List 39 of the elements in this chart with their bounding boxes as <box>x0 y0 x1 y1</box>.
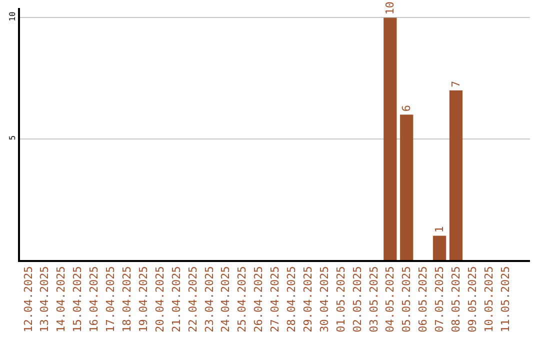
x-tick-label: 04.05.2025 <box>384 266 397 332</box>
x-tick-label: 01.05.2025 <box>334 266 348 332</box>
x-tick-label: 07.05.2025 <box>433 266 446 332</box>
bar <box>449 90 463 260</box>
bar <box>384 18 397 260</box>
x-tick-label: 02.05.2025 <box>350 266 364 332</box>
x-tick-label: 24.04.2025 <box>219 266 232 332</box>
x-tick-label: 08.05.2025 <box>450 266 463 332</box>
x-tick-label: 21.04.2025 <box>170 266 183 332</box>
x-tick-label: 17.04.2025 <box>104 266 118 332</box>
x-tick-label: 15.04.2025 <box>71 266 84 332</box>
x-tick-label: 12.04.2025 <box>22 266 35 332</box>
x-tick-label: 11.05.2025 <box>498 266 512 332</box>
x-tick-label: 16.04.2025 <box>88 266 101 332</box>
x-tick-label: 30.04.2025 <box>318 266 331 332</box>
y-tick-label: 5 <box>8 135 18 140</box>
x-tick-label: 03.05.2025 <box>367 266 380 332</box>
x-tick-label: 18.04.2025 <box>120 266 134 332</box>
data-label: 7 <box>449 80 462 88</box>
x-tick-label: 29.04.2025 <box>301 266 314 332</box>
x-tick-label: 06.05.2025 <box>416 266 430 332</box>
x-tick-label: 10.05.2025 <box>482 266 496 332</box>
data-label: 1 <box>433 226 446 233</box>
x-tick-label: 05.05.2025 <box>400 266 414 332</box>
x-tick-label: 13.04.2025 <box>38 266 52 332</box>
x-tick-label: 25.04.2025 <box>236 266 249 332</box>
x-tick-label: 26.04.2025 <box>252 266 266 332</box>
x-tick-label: 14.04.2025 <box>54 266 68 332</box>
x-tick-label: 20.04.2025 <box>153 266 166 332</box>
bar <box>400 114 414 260</box>
x-tick-label: 27.04.2025 <box>268 266 282 332</box>
x-tick-label: 23.04.2025 <box>202 266 216 332</box>
data-label: 6 <box>400 104 414 112</box>
x-tick-label: 22.04.2025 <box>186 266 200 332</box>
x-tick-label: 28.04.2025 <box>285 266 298 332</box>
data-label: 10 <box>384 2 397 15</box>
x-tick-label: 09.05.2025 <box>466 266 479 332</box>
x-tick-label: 19.04.2025 <box>136 266 150 332</box>
bar <box>432 236 446 260</box>
